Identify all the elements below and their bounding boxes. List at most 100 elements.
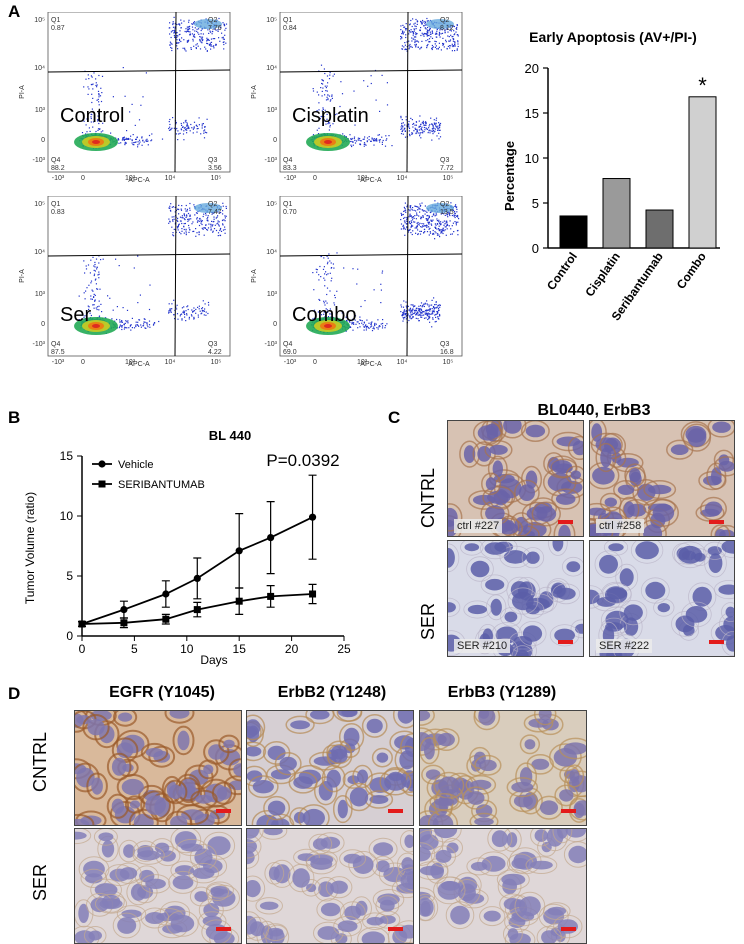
flow-y-tick: 10⁴ [34, 65, 45, 72]
flow-plot-combo: Q1 0.70 Q2 13.5 Q4 69.0 Q3 16.8 Combo -10³ 0 10³ 10⁴… [250, 196, 464, 368]
quadrant-label: Q1 [283, 17, 292, 24]
flow-xlabel: APC-A [360, 361, 382, 368]
sample-id-label: ctrl #227 [454, 519, 503, 533]
scale-bar [216, 809, 231, 813]
quadrant-value: 83.3 [283, 165, 297, 172]
flow-xlabel: APC-A [128, 177, 150, 184]
vehicle-point [308, 513, 317, 521]
quadrant-value: 0.83 [51, 209, 65, 216]
flow-y-tick: 10⁴ [266, 65, 277, 72]
series-line-seribantumab [81, 593, 313, 625]
ihc-c-ser-210: SER #210 [447, 540, 584, 657]
flow-x-tick: 10³ [125, 359, 136, 366]
line-chart-pvalue: P=0.0392 [266, 451, 339, 470]
bar-y-tick-label: 20 [525, 61, 539, 76]
panel-d-col-egfr: EGFR (Y1045) [109, 684, 215, 701]
flow-y-tick: 10⁴ [266, 249, 277, 256]
flow-condition-label: Control [60, 105, 124, 127]
flow-x-tick: -10³ [52, 359, 65, 366]
quadrant-label: Q2 [208, 201, 217, 208]
scale-bar [558, 520, 573, 524]
flow-y-tick: 10⁵ [34, 201, 45, 208]
bar-y-tick-label: 0 [532, 241, 539, 256]
quadrant-label: Q2 [440, 201, 449, 208]
flow-x-tick: 0 [81, 359, 85, 366]
panel-letter-d: D [8, 684, 21, 703]
quadrant-label: Q4 [283, 341, 292, 348]
quadrant-value: 87.5 [51, 349, 65, 356]
tumor-volume-line-chart: BL 440 P=0.0392 Tumor Volume (ratio) Day… [20, 418, 370, 668]
bar-control [559, 215, 588, 249]
sample-id-label: ctrl #258 [596, 519, 645, 533]
scale-bar [709, 520, 724, 524]
flow-y-tick: -10³ [265, 341, 278, 348]
flow-x-tick: 10⁴ [165, 175, 176, 182]
quadrant-label: Q1 [51, 201, 60, 208]
flow-y-tick: 0 [273, 137, 277, 144]
quadrant-value: 0.87 [51, 25, 65, 32]
flow-y-tick: 0 [41, 321, 45, 328]
bar-seribantumab [645, 209, 674, 249]
flow-y-tick: 10³ [267, 107, 278, 114]
quadrant-label: Q3 [440, 157, 449, 164]
bar-y-tick-label: 5 [532, 196, 539, 211]
quadrant-label: Q3 [440, 341, 449, 348]
ihc-d-egfr-cntrl [74, 710, 242, 826]
flow-y-tick: 10⁴ [34, 249, 45, 256]
flow-x-tick: -10³ [284, 175, 297, 182]
flow-y-tick: 10⁵ [266, 201, 277, 208]
scale-bar [709, 640, 724, 644]
quadrant-value: 8.12 [440, 25, 454, 32]
flow-condition-label: Cisplatin [292, 105, 369, 127]
quadrant-label: Q4 [51, 157, 60, 164]
flow-x-tick: 10⁴ [165, 359, 176, 366]
scale-bar [561, 809, 576, 813]
line-x-tick-label: 20 [285, 642, 299, 656]
sample-id-label: SER #210 [454, 639, 511, 653]
quadrant-value: 0.70 [283, 209, 297, 216]
significance-star: * [698, 73, 707, 98]
ihc-d-erbb2-cntrl [246, 710, 414, 826]
line-y-tick-label: 10 [60, 509, 74, 523]
flow-ylabel: PI-A [19, 269, 26, 283]
apoptosis-bar-chart: Early Apoptosis (AV+/PI-) Percentage 0 5 1… [488, 26, 738, 346]
quadrant-value: 88.2 [51, 165, 65, 172]
flow-x-tick: -10³ [52, 175, 65, 182]
line-chart-ylabel: Tumor Volume (ratio) [23, 492, 37, 604]
line-chart-title: BL 440 [209, 428, 251, 443]
line-x-tick-label: 0 [79, 642, 86, 656]
scale-bar [388, 809, 403, 813]
ihc-c-ctrl-258: ctrl #258 [589, 420, 735, 537]
panel-d-col-erbb2: ErbB2 (Y1248) [277, 684, 387, 701]
panel-letter-c: C [388, 408, 401, 427]
quadrant-label: Q1 [51, 17, 60, 24]
bar-category-label: Control [544, 250, 580, 293]
quadrant-label: Q3 [208, 157, 217, 164]
ihc-d-egfr-ser [74, 828, 242, 944]
flow-y-tick: 0 [273, 321, 277, 328]
quadrant-value: 16.8 [440, 349, 454, 356]
ihc-d-erbb3-ser [419, 828, 587, 944]
flow-x-tick: 10⁵ [211, 359, 222, 366]
flow-x-tick: 0 [81, 175, 85, 182]
bar-chart-title: Early Apoptosis (AV+/PI-) [529, 29, 697, 45]
bar-y-tick-label: 10 [525, 151, 539, 166]
flow-x-tick: 10³ [125, 175, 136, 182]
scale-bar [216, 927, 231, 931]
bar-category-label: Cisplatin [582, 250, 623, 300]
quadrant-label: Q1 [283, 201, 292, 208]
flow-plot-cisplatin: Q1 0.84 Q2 8.12 Q4 83.3 Q3 7.72 Cisplatin -10³ 0 10… [250, 12, 464, 184]
line-x-tick-label: 25 [337, 642, 351, 656]
flow-x-tick: 0 [313, 175, 317, 182]
panel-letter-a: A [8, 2, 21, 21]
scale-bar [558, 640, 573, 644]
flow-y-tick: 10³ [35, 107, 46, 114]
flow-ylabel: PI-A [251, 85, 258, 99]
flow-x-tick: -10³ [284, 359, 297, 366]
line-x-tick-label: 5 [131, 642, 138, 656]
flow-condition-label: Ser [60, 304, 91, 326]
panel-c-title: BL0440, ErbB3 [537, 402, 651, 419]
line-x-tick-label: 15 [233, 642, 247, 656]
